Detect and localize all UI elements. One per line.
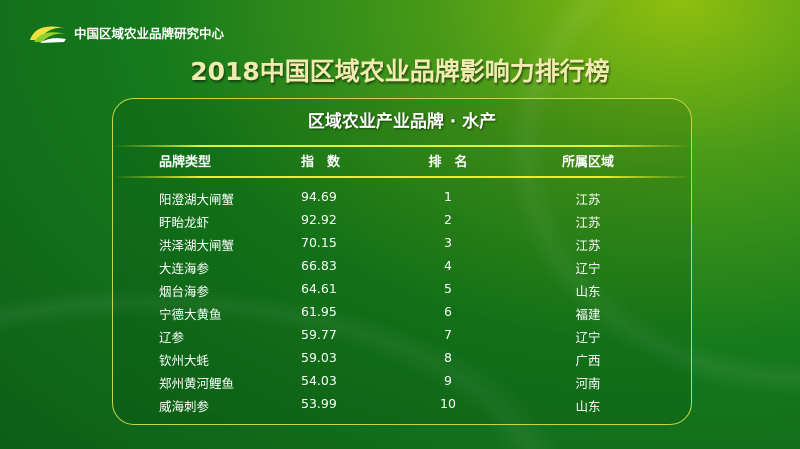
table-cell: 6 [444,304,452,319]
table-cell: 1 [444,189,452,204]
table-cell: 59.03 [301,350,337,365]
table-row: 烟台海参 64.61 5 山东 [113,281,691,299]
table-cell: 威海刺参 [159,399,210,414]
table-cell: 江苏 [575,215,601,230]
panel-subtitle: 区域农业产业品牌 · 水产 [307,112,497,132]
table-cell: 4 [444,258,452,273]
org-name: 中国区域农业品牌研究中心 [74,25,225,41]
table-cell: 9 [444,373,452,388]
table-row: 钦州大蚝 59.03 8 广西 [113,350,691,368]
table-header: 品牌类型 指 数 排 名 所属区域 [113,151,691,170]
table-cell: 61.95 [301,304,337,319]
table-cell: 92.92 [301,212,337,227]
table-row: 宁德大黄鱼 61.95 6 福建 [113,304,691,322]
table-cell: 郑州黄河鲤鱼 [159,376,235,391]
table-cell: 5 [444,281,452,296]
page-title: 2018中国区域农业品牌影响力排行榜 [190,57,610,86]
table-cell: 辽宁 [575,261,601,276]
table-cell: 70.15 [301,235,337,250]
col-header: 指 数 [301,155,341,170]
table-cell: 53.99 [301,396,337,411]
table-cell: 94.69 [301,189,337,204]
table-cell: 江苏 [575,192,601,207]
table-cell: 66.83 [301,258,337,273]
table-cell: 54.03 [301,373,337,388]
table-cell: 阳澄湖大闸蟹 [159,192,235,207]
table-cell: 山东 [575,399,601,414]
table-cell: 10 [440,396,456,411]
table-cell: 2 [444,212,452,227]
table-cell: 江苏 [575,238,601,253]
table-cell: 7 [444,327,452,342]
table-cell: 广西 [575,353,601,368]
table-row: 阳澄湖大闸蟹 94.69 1 江苏 [113,189,691,207]
table-cell: 辽宁 [575,330,601,345]
table-cell: 3 [444,235,452,250]
table-row: 辽参 59.77 7 辽宁 [113,327,691,345]
table-cell: 辽参 [159,330,185,345]
logo-icon [30,26,66,43]
table-row: 洪泽湖大闸蟹 70.15 3 江苏 [113,235,691,253]
table-cell: 盱眙龙虾 [159,215,210,230]
col-header: 所属区域 [561,155,614,170]
divider [113,145,691,147]
table-row: 郑州黄河鲤鱼 54.03 9 河南 [113,373,691,391]
table-row: 威海刺参 53.99 10 山东 [113,396,691,414]
table-cell: 大连海参 [159,261,210,276]
table-cell: 59.77 [301,327,337,342]
table-cell: 钦州大蚝 [159,353,210,368]
logo: 中国区域农业品牌研究中心 [28,20,224,44]
table-row: 大连海参 66.83 4 辽宁 [113,258,691,276]
table-cell: 烟台海参 [159,284,210,299]
table-row: 盱眙龙虾 92.92 2 江苏 [113,212,691,230]
table-cell: 64.61 [301,281,337,296]
table-cell: 洪泽湖大闸蟹 [159,238,235,253]
table-cell: 山东 [575,284,601,299]
col-header: 品牌类型 [159,155,212,170]
table-cell: 河南 [575,376,601,391]
col-header: 排 名 [428,155,468,170]
ranking-panel: 区域农业产业品牌 · 水产 品牌类型 指 数 排 名 所属区域 阳澄湖大闸蟹 94… [112,98,692,425]
table-cell: 宁德大黄鱼 [159,307,222,322]
table-cell: 8 [444,350,452,365]
table-cell: 福建 [575,307,601,322]
divider [113,176,691,178]
